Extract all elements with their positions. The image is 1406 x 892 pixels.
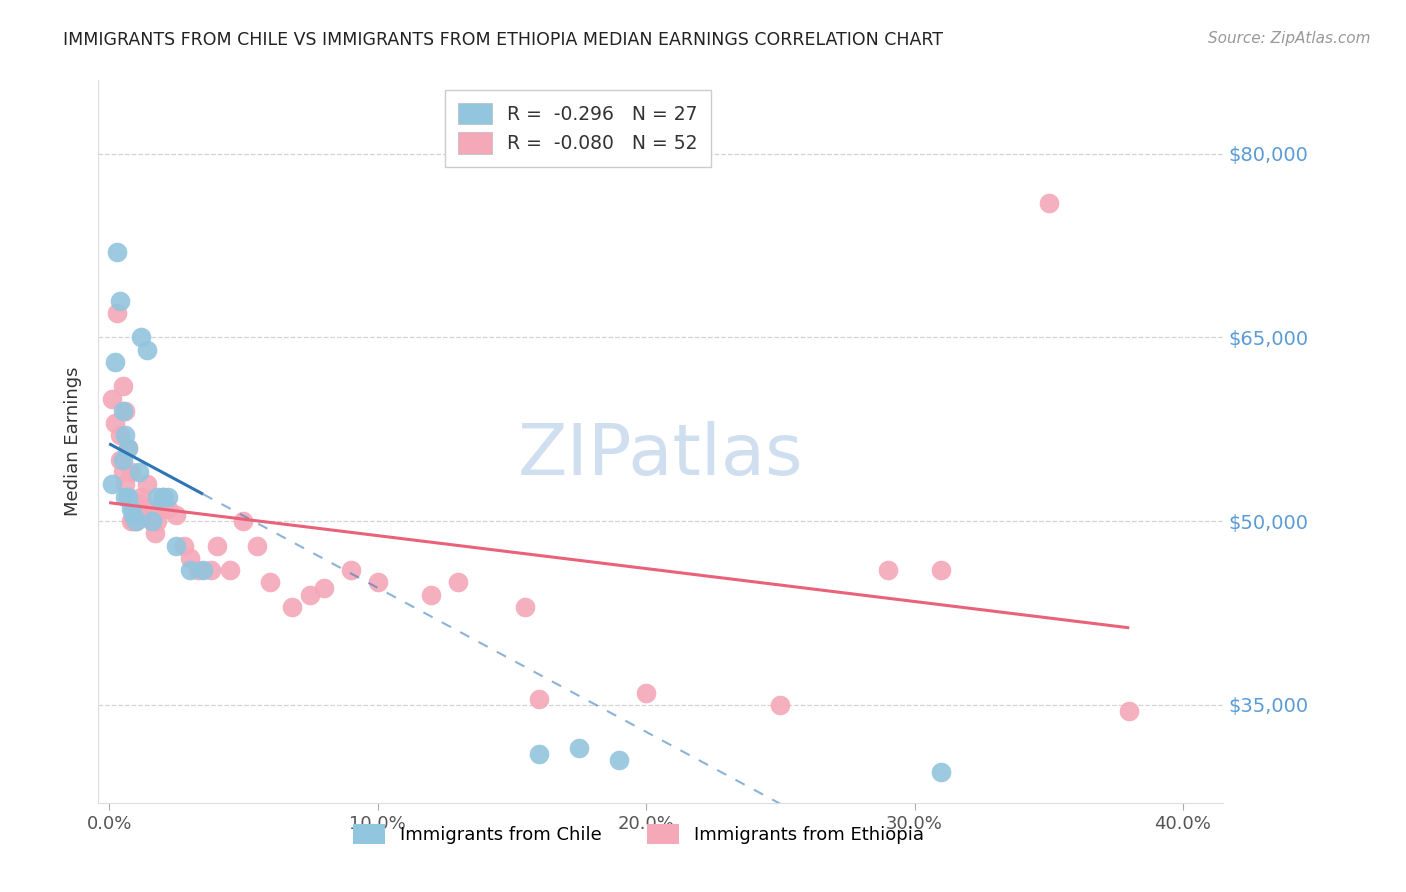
Point: [367, 575, 389, 590]
Point: [634, 685, 657, 699]
Text: ZIPatlas: ZIPatlas: [517, 422, 804, 491]
Point: [131, 330, 153, 344]
Point: [312, 582, 335, 596]
Point: [128, 496, 150, 510]
Point: [103, 416, 125, 430]
Point: [122, 514, 145, 528]
Point: [146, 490, 169, 504]
Point: [200, 563, 222, 577]
Point: [607, 753, 630, 767]
Point: [117, 490, 139, 504]
Point: [125, 514, 148, 528]
Point: [931, 563, 953, 577]
Point: [157, 502, 180, 516]
Point: [191, 563, 214, 577]
Point: [114, 428, 136, 442]
Point: [179, 563, 201, 577]
Point: [931, 765, 953, 780]
Point: [568, 740, 591, 755]
Point: [135, 477, 157, 491]
Point: [152, 490, 174, 504]
Point: [120, 465, 142, 479]
Point: [339, 563, 361, 577]
Point: [141, 514, 163, 528]
Y-axis label: Median Earnings: Median Earnings: [65, 367, 83, 516]
Point: [114, 477, 136, 491]
Point: [105, 306, 128, 320]
Point: [146, 514, 169, 528]
Point: [165, 539, 187, 553]
Point: [259, 575, 281, 590]
Point: [105, 244, 128, 259]
Point: [179, 550, 201, 565]
Point: [246, 539, 269, 553]
Point: [420, 588, 443, 602]
Point: [280, 599, 302, 614]
Point: [117, 490, 139, 504]
Point: [108, 453, 131, 467]
Point: [103, 355, 125, 369]
Point: [149, 502, 172, 516]
Point: [219, 563, 242, 577]
Point: [114, 404, 136, 418]
Point: [128, 465, 150, 479]
Point: [101, 392, 124, 406]
Point: [122, 508, 145, 522]
Point: [117, 441, 139, 455]
Point: [187, 563, 209, 577]
Point: [1038, 195, 1060, 210]
Point: [1118, 704, 1140, 718]
Point: [232, 514, 254, 528]
Point: [131, 490, 153, 504]
Point: [299, 588, 322, 602]
Point: [157, 490, 180, 504]
Point: [135, 343, 157, 357]
Point: [527, 691, 550, 706]
Point: [117, 441, 139, 455]
Point: [125, 514, 148, 528]
Point: [138, 502, 160, 516]
Point: [769, 698, 792, 712]
Point: [143, 526, 166, 541]
Point: [111, 453, 134, 467]
Point: [152, 490, 174, 504]
Point: [120, 514, 142, 528]
Point: [132, 508, 155, 522]
Point: [111, 404, 134, 418]
Point: [120, 502, 142, 516]
Text: IMMIGRANTS FROM CHILE VS IMMIGRANTS FROM ETHIOPIA MEDIAN EARNINGS CORRELATION CH: IMMIGRANTS FROM CHILE VS IMMIGRANTS FROM…: [63, 31, 943, 49]
Point: [515, 599, 537, 614]
Point: [122, 502, 145, 516]
Point: [141, 514, 163, 528]
Point: [114, 490, 136, 504]
Point: [111, 379, 134, 393]
Point: [447, 575, 470, 590]
Point: [527, 747, 550, 761]
Point: [108, 293, 131, 308]
Point: [173, 539, 195, 553]
Point: [876, 563, 898, 577]
Point: [108, 428, 131, 442]
Legend: Immigrants from Chile, Immigrants from Ethiopia: Immigrants from Chile, Immigrants from E…: [339, 809, 938, 859]
Point: [165, 508, 187, 522]
Point: [101, 477, 124, 491]
Point: [205, 539, 228, 553]
Point: [111, 465, 134, 479]
Text: Source: ZipAtlas.com: Source: ZipAtlas.com: [1208, 31, 1371, 46]
